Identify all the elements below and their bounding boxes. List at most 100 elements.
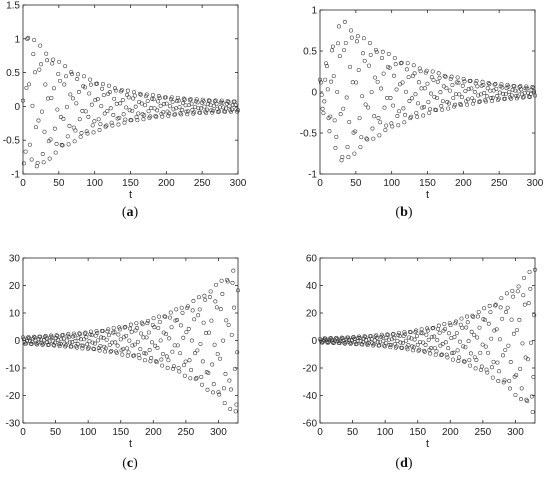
data-point-a-33 [51,57,56,62]
data-point-d-157 [440,341,445,346]
data-point-b-14 [330,48,335,53]
data-point-a-157 [157,96,162,100]
data-point-a-37 [54,141,59,146]
data-point-a-121 [126,95,131,100]
data-point-d-36 [346,335,351,340]
data-point-a-215 [207,98,212,103]
data-point-b-240 [524,84,529,89]
data-point-a-122 [127,108,132,113]
data-point-c-58 [66,332,71,337]
series-a-0 [21,35,240,169]
data-point-c-136 [127,338,132,343]
data-point-b-90 [395,114,400,118]
data-point-d-62 [366,341,371,346]
data-point-d-136 [424,332,429,337]
plot-area-a [22,4,239,175]
caption-c: (c) [122,456,138,471]
data-point-c-238 [207,330,212,335]
data-point-b-126 [426,100,431,105]
data-point-b-208 [496,96,501,101]
data-point-d-233 [500,316,505,321]
data-point-d-248 [511,331,516,336]
data-point-b-66 [374,49,379,54]
data-point-b-239 [523,86,528,91]
data-point-c-75 [79,343,84,348]
x-tick-label-d-5: 250 [475,427,492,438]
data-point-a-184 [180,101,185,106]
data-point-a-167 [166,113,171,118]
data-point-a-19 [39,62,44,67]
data-point-c-22 [38,334,43,339]
data-point-c-228 [199,374,204,379]
data-point-b-21 [336,41,341,46]
data-point-c-29 [43,334,48,338]
data-point-c-132 [124,333,129,338]
data-point-d-150 [435,338,440,343]
data-point-b-159 [454,80,459,85]
data-point-d-119 [411,348,416,353]
data-point-c-193 [171,364,176,369]
data-point-c-118 [113,340,118,345]
data-point-b-54 [364,136,369,141]
x-tick-label-b-6: 300 [527,178,544,189]
data-point-b-155 [451,96,456,101]
data-point-b-191 [482,90,487,95]
data-point-b-46 [357,116,362,121]
data-point-d-131 [420,331,425,336]
data-point-d-172 [452,334,457,339]
data-point-a-135 [138,92,143,97]
data-point-d-241 [506,343,511,348]
data-point-c-252 [218,356,222,361]
y-tick-label-a-4: 1 [14,34,20,45]
data-point-a-76 [88,77,93,82]
data-point-d-169 [450,351,455,356]
data-point-b-195 [485,86,490,91]
data-point-a-30 [48,137,53,142]
data-point-b-13 [329,79,334,84]
data-point-a-171 [169,95,174,100]
data-point-b-168 [462,79,467,84]
data-point-b-103 [406,75,411,80]
data-point-b-119 [420,105,425,110]
plot-area-c [22,257,239,424]
data-point-c-40 [52,343,57,348]
data-point-d-40 [349,340,354,345]
data-point-c-248 [214,305,219,310]
data-point-c-72 [77,331,82,336]
data-point-c-230 [200,359,205,364]
data-point-b-180 [472,89,477,94]
data-point-d-197 [472,332,476,337]
data-point-a-197 [192,110,197,115]
data-point-c-260 [224,318,229,323]
data-point-d-162 [444,352,449,357]
data-point-c-175 [157,319,162,324]
data-point-a-241 [230,107,234,112]
data-point-d-29 [340,336,345,341]
data-point-a-60 [74,101,79,106]
data-point-a-90 [100,86,105,91]
data-point-d-102 [397,334,402,338]
data-point-a-237 [226,100,231,104]
data-point-b-123 [423,70,428,75]
data-point-c-160 [146,318,151,323]
data-point-a-80 [91,130,96,135]
data-point-d-134 [422,349,427,354]
data-point-b-115 [416,80,421,85]
data-point-c-240 [208,289,213,294]
data-point-c-62 [69,344,74,349]
data-point-c-253 [218,307,223,312]
data-point-d-135 [423,342,428,347]
data-point-b-69 [377,133,382,138]
x-tick-label-b-0: 0 [317,178,323,189]
data-point-d-161 [443,340,448,345]
data-point-d-213 [484,367,489,372]
data-point-a-99 [107,90,112,95]
data-point-c-243 [211,390,215,395]
data-point-d-112 [405,347,410,352]
data-point-d-251 [514,373,519,378]
data-point-d-192 [468,363,473,368]
data-point-c-78 [82,337,86,342]
data-point-b-96 [400,80,405,85]
data-point-c-216 [189,338,194,343]
data-point-a-7 [27,142,32,147]
